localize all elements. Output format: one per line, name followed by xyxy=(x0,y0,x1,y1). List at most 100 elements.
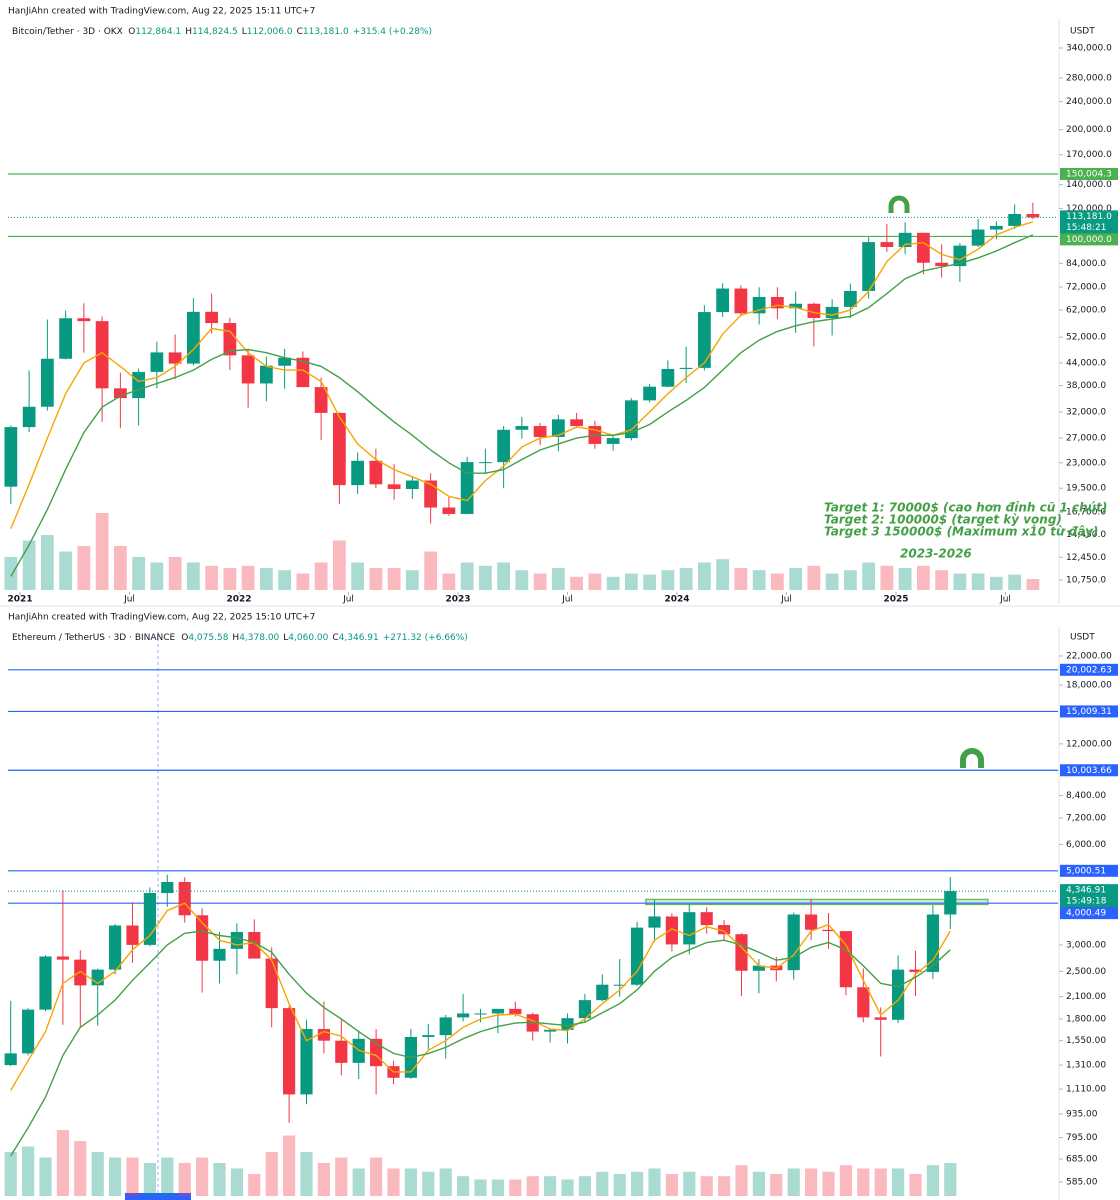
volume-bar xyxy=(442,573,456,590)
volume-bar xyxy=(935,570,949,590)
ma-line xyxy=(10,930,951,1157)
volume-bar xyxy=(457,1176,470,1196)
last-price-box xyxy=(1060,210,1118,235)
volume-bar xyxy=(168,557,182,590)
candle-body xyxy=(460,462,474,514)
volume-bar xyxy=(643,574,657,590)
volume-bar xyxy=(909,1174,922,1196)
candle-body xyxy=(643,386,657,401)
y-tick-label: 8,400.00 xyxy=(1066,791,1106,801)
y-tick-label: 6,000.00 xyxy=(1066,840,1106,850)
y-tick-label: 19,500.0 xyxy=(1066,484,1106,494)
volume-bar xyxy=(825,573,839,590)
ohlc-value: 112,864.1 xyxy=(135,27,181,37)
volume-bar xyxy=(843,570,857,590)
volume-bar xyxy=(648,1168,661,1196)
y-tick-label: 1,800.00 xyxy=(1066,1014,1106,1024)
y-tick-label: 84,000.0 xyxy=(1066,259,1106,269)
annotation: Target 1: 70000$ (cao hơn đỉnh cũ 1 chút… xyxy=(824,501,1107,515)
candle-body xyxy=(807,303,821,318)
volume-bar xyxy=(95,513,109,590)
volume-bar xyxy=(807,565,821,590)
y-tick-label: 200,000.0 xyxy=(1066,125,1112,135)
candle-body xyxy=(570,419,584,427)
volume-bar xyxy=(735,1165,748,1196)
y-tick-label: 3,000.00 xyxy=(1066,940,1106,950)
volume-bar xyxy=(213,1163,226,1196)
level-label-box xyxy=(1060,168,1118,181)
volume-bar xyxy=(880,565,894,590)
ohlc-key: H xyxy=(232,633,239,643)
volume-bar xyxy=(661,570,675,590)
volume-bar xyxy=(1026,579,1040,590)
y-tick-label: 16,700.0 xyxy=(1066,508,1106,518)
level-label: 15,009.31 xyxy=(1066,707,1112,717)
volume-bar xyxy=(613,1174,626,1196)
ohlc-key: H xyxy=(185,27,192,37)
y-tick-label: 2,100.00 xyxy=(1066,992,1106,1002)
volume-bar xyxy=(665,1174,678,1196)
candle-body xyxy=(422,1035,435,1037)
volume-bar xyxy=(59,551,73,590)
volume-bar xyxy=(113,546,127,590)
level-label-box xyxy=(1060,907,1118,920)
ohlc-key: C xyxy=(297,27,303,37)
volume-bar xyxy=(205,565,219,590)
y-tick-label: 1,550.00 xyxy=(1066,1036,1106,1046)
candle-body xyxy=(909,969,922,972)
volume-bar xyxy=(74,1141,87,1196)
volume-bar xyxy=(77,546,91,590)
change: +271.32 (+6.66%) xyxy=(383,633,468,643)
volume-bar xyxy=(460,562,474,590)
candle-body xyxy=(478,462,492,464)
y-tick-label: 240,000.0 xyxy=(1066,97,1112,107)
candle-body xyxy=(1026,213,1040,218)
volume-bar xyxy=(178,1163,191,1196)
volume-bar xyxy=(683,1171,696,1196)
candle-body xyxy=(661,368,675,387)
ma-line xyxy=(10,234,1034,577)
candle-body xyxy=(561,1018,574,1030)
candle-body xyxy=(4,1053,17,1066)
volume-bar xyxy=(126,1157,139,1196)
candle-body xyxy=(544,1029,557,1032)
y-tick-label: 340,000.0 xyxy=(1066,43,1112,53)
x-tick-label: Jul xyxy=(342,595,354,605)
candle-body xyxy=(648,916,661,928)
candle-body xyxy=(457,1013,470,1018)
zone xyxy=(645,898,989,906)
candle-body xyxy=(857,987,870,1018)
candle-body xyxy=(935,262,949,267)
last-price-label: 113,181.0 xyxy=(1066,212,1112,222)
volume-bar xyxy=(561,1179,574,1196)
ohlc-value: 114,824.5 xyxy=(192,27,238,37)
candle-body xyxy=(789,303,803,309)
symbol-title: Bitcoin/Tether · 3D · OKX xyxy=(12,27,123,37)
volume-bar xyxy=(1008,574,1022,590)
candle-body xyxy=(265,958,278,1009)
volume-bar xyxy=(132,557,146,590)
symbol-legend: Bitcoin/Tether · 3D · OKX O112,864.1 H114,… xyxy=(12,27,432,37)
last-countdown: 15:48:21 xyxy=(1066,223,1106,233)
candle-body xyxy=(916,232,930,263)
volume-bar xyxy=(422,1171,435,1196)
volume-bar xyxy=(22,1146,35,1196)
candle-body xyxy=(442,507,456,514)
volume-bar xyxy=(109,1157,122,1196)
volume-bar xyxy=(404,1168,417,1196)
currency: USDT xyxy=(1070,633,1095,643)
volume-bar xyxy=(551,568,565,590)
candle-body xyxy=(205,311,219,324)
candle-body xyxy=(509,1008,522,1015)
ma-line xyxy=(10,221,1034,529)
ohlc-value: 113,181.0 xyxy=(303,27,349,37)
candle-body xyxy=(734,288,748,314)
candle-body xyxy=(317,1028,330,1041)
candle-body xyxy=(683,912,696,945)
volume-bar xyxy=(596,1171,609,1196)
candle-body xyxy=(735,934,748,971)
candle-body xyxy=(387,484,401,490)
level-label: 150,004.3 xyxy=(1066,170,1112,180)
volume-bar xyxy=(223,568,237,590)
